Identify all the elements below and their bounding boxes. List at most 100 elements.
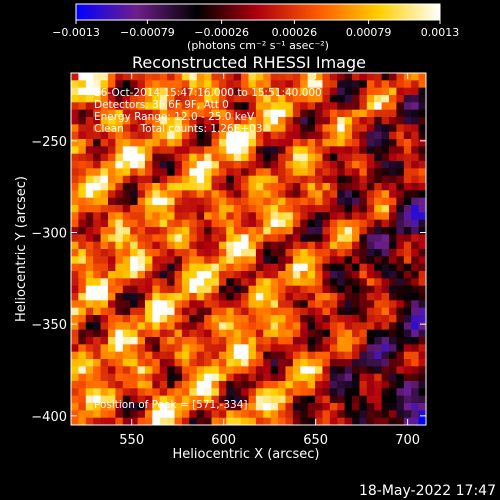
heatmap-pixel (204, 205, 212, 213)
heatmap-pixel (85, 337, 94, 345)
heatmap-pixel (329, 227, 338, 235)
heatmap-pixel (263, 263, 272, 272)
heatmap-pixel (115, 241, 124, 250)
heatmap-pixel (71, 168, 79, 177)
heatmap-pixel (329, 183, 338, 191)
heatmap-pixel (233, 139, 242, 147)
heatmap-pixel (78, 307, 87, 316)
heatmap-pixel (278, 359, 286, 367)
heatmap-pixel (181, 205, 190, 213)
heatmap-pixel (329, 124, 338, 133)
heatmap-pixel (174, 234, 183, 243)
heatmap-pixel (107, 161, 116, 169)
heatmap-pixel (130, 175, 138, 184)
heatmap-pixel (233, 359, 242, 367)
heatmap-pixel (211, 249, 220, 257)
heatmap-pixel (285, 234, 294, 243)
heatmap-pixel (233, 388, 242, 397)
heatmap-pixel (248, 109, 257, 118)
heatmap-pixel (285, 80, 294, 89)
heatmap-pixel (285, 241, 294, 250)
heatmap-pixel (189, 329, 198, 338)
heatmap-pixel (337, 183, 346, 191)
heatmap-pixel (403, 388, 412, 397)
heatmap-pixel (329, 139, 338, 147)
heatmap-pixel (359, 102, 368, 111)
heatmap-pixel (241, 337, 249, 345)
heatmap-pixel (115, 168, 124, 177)
heatmap-pixel (329, 131, 338, 140)
heatmap-pixel (93, 183, 101, 191)
axis-ticks: 550 600 650 700−250−300−350−400 (31, 73, 426, 448)
heatmap-pixel (196, 227, 205, 235)
heatmap-pixel (137, 95, 146, 103)
heatmap-pixel (411, 95, 420, 103)
heatmap-pixel (359, 271, 368, 279)
heatmap-pixel (418, 417, 426, 425)
heatmap-pixel (396, 109, 405, 118)
heatmap-pixel (218, 175, 227, 184)
heatmap-pixel (411, 263, 420, 272)
heatmap-pixel (403, 285, 412, 294)
heatmap-pixel (263, 293, 272, 301)
heatmap-pixel (115, 95, 124, 103)
heatmap-pixel (85, 256, 94, 265)
heatmap-pixel (396, 190, 405, 199)
heatmap-pixel (292, 197, 301, 206)
heatmap-pixel (403, 153, 412, 162)
heatmap-pixel (159, 153, 168, 162)
heatmap-pixel (352, 212, 360, 221)
heatmap-pixel (270, 300, 279, 309)
heatmap-pixel (144, 241, 153, 250)
heatmap-pixel (196, 285, 205, 294)
heatmap-pixel (366, 366, 375, 375)
heatmap-pixel (130, 329, 138, 338)
heatmap-pixel (292, 87, 301, 96)
heatmap-pixel (322, 197, 331, 206)
heatmap-pixel (270, 366, 279, 375)
heatmap-pixel (315, 271, 323, 279)
heatmap-pixel (329, 95, 338, 103)
heatmap-pixel (396, 278, 405, 287)
heatmap-pixel (322, 381, 331, 389)
heatmap-pixel (233, 212, 242, 221)
heatmap-pixel (292, 307, 301, 316)
heatmap-pixel (144, 197, 153, 206)
heatmap-pixel (292, 175, 301, 184)
heatmap-pixel (204, 293, 212, 301)
heatmap-pixel (374, 322, 383, 331)
heatmap-pixel (137, 227, 146, 235)
heatmap-pixel (241, 175, 249, 184)
heatmap-pixel (366, 212, 375, 221)
heatmap-pixel (248, 241, 257, 250)
heatmap-pixel (189, 212, 198, 221)
heatmap-pixel (107, 388, 116, 397)
heatmap-pixel (248, 373, 257, 382)
heatmap-pixel (233, 131, 242, 140)
heatmap-pixel (130, 139, 138, 147)
heatmap-pixel (292, 139, 301, 147)
heatmap-pixel (366, 351, 375, 360)
heatmap-pixel (115, 300, 124, 309)
heatmap-pixel (337, 285, 346, 294)
heatmap-pixel (181, 403, 190, 411)
heatmap-pixel (130, 124, 138, 133)
heatmap-pixel (159, 285, 168, 294)
heatmap-pixel (337, 344, 346, 353)
heatmap-pixel (226, 410, 235, 419)
heatmap-pixel (255, 241, 264, 250)
heatmap-pixel (300, 190, 309, 199)
heatmap-pixel (167, 131, 175, 140)
heatmap-pixel (329, 212, 338, 221)
heatmap-pixel (196, 109, 205, 118)
heatmap-pixel (263, 153, 272, 162)
heatmap-pixel (337, 315, 346, 323)
heatmap-pixel (352, 117, 360, 125)
heatmap-pixel (174, 410, 183, 419)
heatmap-pixel (130, 212, 138, 221)
heatmap-pixel (152, 102, 161, 111)
heatmap-pixel (204, 241, 212, 250)
heatmap-pixel (337, 161, 346, 169)
heatmap-pixel (107, 109, 116, 118)
heatmap-pixel (137, 241, 146, 250)
